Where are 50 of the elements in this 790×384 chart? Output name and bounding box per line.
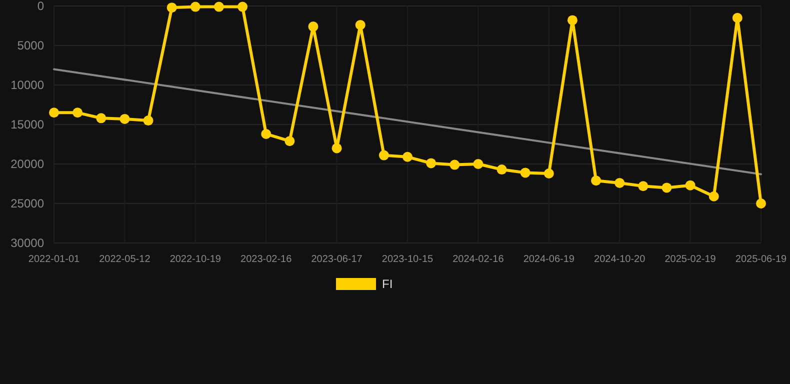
point xyxy=(284,136,295,146)
point xyxy=(355,20,366,30)
x-tick-label: 2024-02-16 xyxy=(452,254,504,265)
point xyxy=(72,108,83,118)
point xyxy=(614,178,625,188)
point xyxy=(238,2,248,12)
x-tick-label: 2025-02-19 xyxy=(664,254,716,265)
point xyxy=(638,181,648,192)
y-tick-label: 25000 xyxy=(10,196,44,211)
point xyxy=(190,2,200,12)
x-tick-label: 2023-02-16 xyxy=(240,254,292,265)
legend-label: FI xyxy=(382,277,393,291)
point xyxy=(143,116,154,126)
x-tick-label: 2022-10-19 xyxy=(170,254,222,265)
point xyxy=(214,2,224,12)
y-tick-label: 5000 xyxy=(17,38,44,53)
point xyxy=(332,143,342,154)
y-tick-label: 0 xyxy=(37,0,44,14)
point xyxy=(426,158,436,168)
x-tick-label: 2025-06-19 xyxy=(735,254,788,265)
y-tick-label: 15000 xyxy=(10,118,44,132)
point xyxy=(662,182,672,193)
point xyxy=(473,159,484,169)
point xyxy=(308,22,318,32)
point xyxy=(96,113,106,124)
point xyxy=(756,198,766,208)
y-tick-label: 20000 xyxy=(10,157,44,172)
x-tick-label: 2023-10-15 xyxy=(382,254,434,265)
point xyxy=(567,15,578,26)
point xyxy=(496,164,507,175)
x-tick-label: 2023-06-17 xyxy=(311,254,363,265)
x-tick-label: 2024-06-19 xyxy=(523,254,575,265)
point xyxy=(685,180,696,190)
y-tick-label: 30000 xyxy=(10,236,44,250)
point xyxy=(402,152,412,162)
y-tick-label: 10000 xyxy=(10,78,44,92)
x-tick-label: 2024-10-20 xyxy=(594,254,646,265)
point xyxy=(708,191,719,202)
x-tick-label: 2022-05-12 xyxy=(99,254,151,265)
point xyxy=(732,12,742,23)
point xyxy=(166,2,177,13)
point xyxy=(520,168,530,178)
point xyxy=(378,150,389,160)
point xyxy=(261,128,272,139)
point xyxy=(591,176,602,186)
point xyxy=(450,160,460,170)
point xyxy=(49,108,59,118)
x-tick-label: 2022-01-01 xyxy=(28,254,80,265)
point xyxy=(120,114,130,124)
point xyxy=(544,168,554,178)
